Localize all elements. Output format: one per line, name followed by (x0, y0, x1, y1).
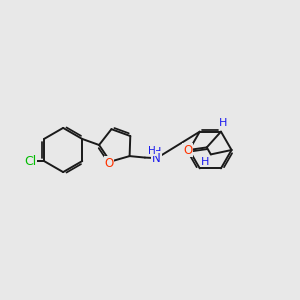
Text: O: O (183, 144, 192, 157)
Text: O: O (104, 157, 113, 170)
Text: Cl: Cl (24, 154, 36, 167)
Text: N: N (152, 152, 161, 165)
Text: H: H (153, 147, 161, 157)
Text: H: H (219, 118, 227, 128)
Text: H: H (148, 146, 155, 156)
Text: H: H (201, 157, 209, 167)
